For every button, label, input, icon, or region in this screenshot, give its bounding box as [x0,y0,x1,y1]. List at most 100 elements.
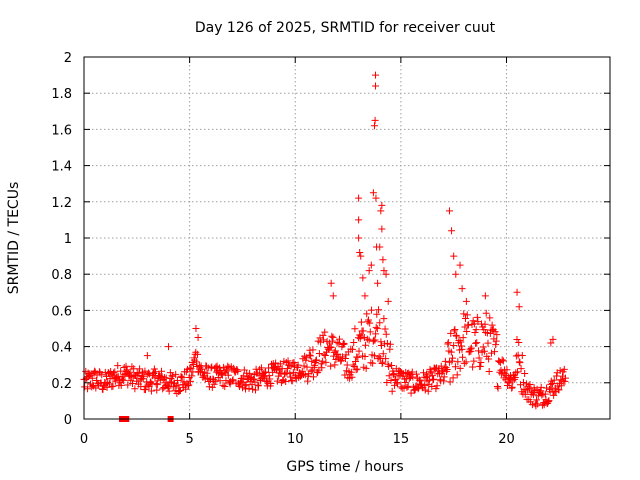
data-point [136,376,144,384]
data-point [385,372,393,380]
data-point [384,297,392,305]
data-point [361,292,369,300]
data-point [530,391,538,399]
data-point [379,256,387,264]
data-point [470,320,478,328]
data-point [453,332,461,340]
data-point [118,375,126,383]
data-point [303,363,311,371]
data-point [547,339,555,347]
data-point [212,363,220,371]
data-point [440,373,448,381]
data-point [96,369,104,377]
data-point [404,382,412,390]
data-point [458,285,466,293]
data-point [257,364,265,372]
data-point [126,368,134,376]
data-point [498,356,506,364]
y-tick-label: 2 [64,51,72,66]
y-tick-label: 0.2 [51,377,72,392]
data-point [117,381,125,389]
data-point [508,383,516,391]
data-point [300,362,308,370]
data-point [370,352,378,360]
data-point [304,377,312,385]
data-point [111,368,119,376]
data-point [164,343,172,351]
data-point [443,365,451,373]
data-point [184,382,192,390]
data-point [417,380,425,388]
data-point [372,71,380,79]
data-point [372,194,380,202]
data-point [455,336,463,344]
data-point [408,368,416,376]
data-point [217,366,225,374]
data-point [448,227,456,235]
data-point [357,252,365,260]
data-point [462,297,470,305]
data-point [321,328,329,336]
data-point [470,357,478,365]
data-point [176,387,184,395]
data-point [425,376,433,384]
data-point [383,379,391,387]
data-point [380,340,388,348]
data-point [146,378,154,386]
data-point [370,122,378,130]
data-point [205,383,213,391]
data-point [403,383,411,391]
data-point [374,279,382,287]
data-point [449,374,457,382]
y-tick-label: 1.6 [51,123,72,138]
data-point [341,355,349,363]
data-point [305,351,313,359]
data-point [382,355,390,363]
data-point [388,387,396,395]
data-point [493,331,501,339]
data-point [242,381,250,389]
data-point [379,358,387,366]
data-point [492,341,500,349]
data-point [547,380,555,388]
data-point [561,377,569,385]
data-point [151,374,159,382]
data-point [556,367,564,375]
data-point [365,267,373,275]
data-point [405,369,413,377]
data-point [514,368,522,376]
data-point [222,377,230,385]
data-point [245,384,253,392]
data-point [376,319,384,327]
data-point [526,380,534,388]
x-tick-label: 15 [393,432,410,447]
data-point [312,357,320,365]
data-point [194,350,202,358]
data-point [448,357,456,365]
data-point [290,358,298,366]
data-point [459,353,467,361]
y-axis-label: SRMTID / TECUs [6,182,22,295]
data-point [307,352,315,360]
data-point [329,292,337,300]
data-point [202,362,210,370]
data-point [284,357,292,365]
data-point [359,274,367,282]
data-point [560,365,568,373]
data-point [229,376,237,384]
data-point [372,330,380,338]
data-point [329,333,337,341]
data-point [538,391,546,399]
data-point [208,383,216,391]
data-point [350,339,358,347]
data-point [534,400,542,408]
data-point [376,243,384,251]
data-point [424,387,432,395]
y-tick-label: 1 [64,232,72,247]
data-point [366,328,374,336]
data-point [287,362,295,370]
data-point [361,353,369,361]
data-point [445,207,453,215]
data-point [387,376,395,384]
